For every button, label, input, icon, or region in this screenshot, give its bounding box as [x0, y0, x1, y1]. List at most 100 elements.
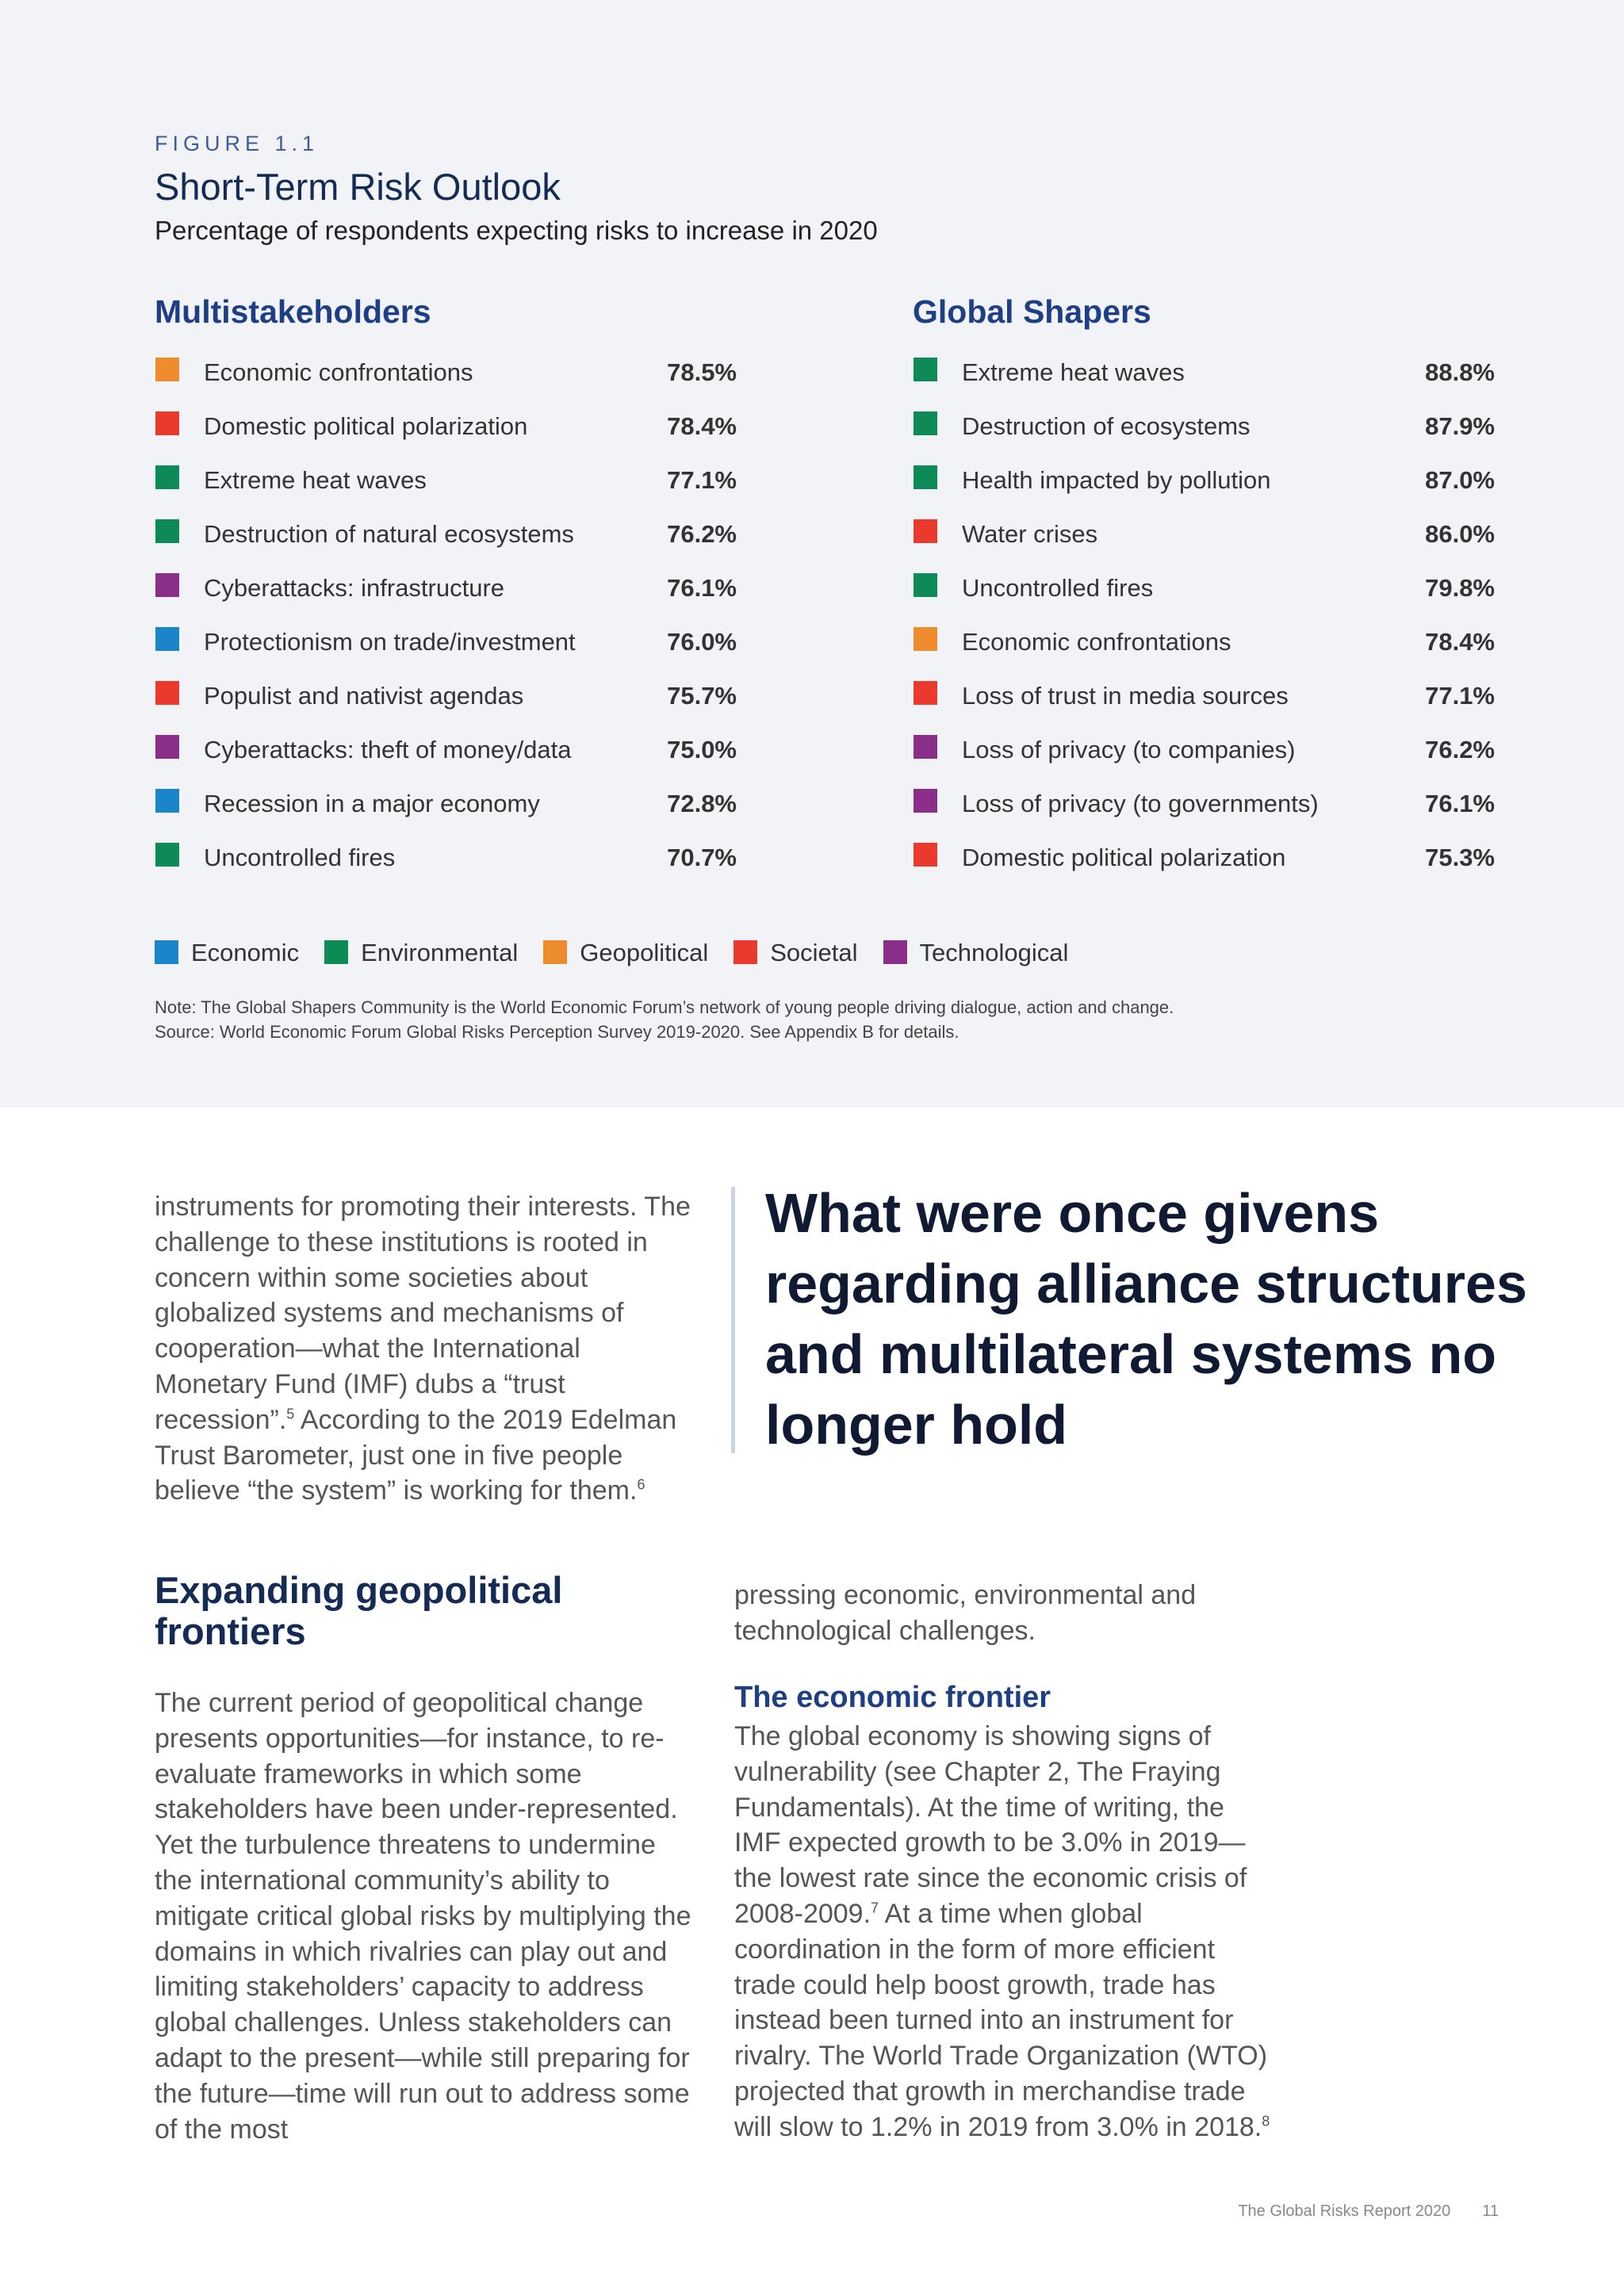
figure-title: Short-Term Risk Outlook: [155, 166, 561, 208]
risk-row: Extreme heat waves 77.1%: [155, 463, 737, 517]
category-swatch: [155, 411, 179, 435]
legend-swatch: [733, 940, 758, 964]
legend-swatch: [155, 940, 178, 964]
category-swatch: [914, 411, 937, 435]
figure-subtitle: Percentage of respondents expecting risk…: [155, 216, 878, 245]
footnote-ref: 6: [637, 1477, 645, 1494]
risk-value: 75.3%: [1425, 844, 1495, 871]
section-heading: Expanding geopolitical frontiers: [155, 1569, 563, 1652]
legend-swatch: [543, 940, 568, 964]
category-swatch: [914, 573, 937, 597]
risk-label: Economic confrontations: [204, 358, 473, 386]
legend-label: Economic: [191, 939, 300, 966]
risk-row: Domestic political polarization 75.3%: [914, 840, 1495, 894]
risk-value: 87.9%: [1425, 412, 1495, 440]
paragraph-text: According to the 2019 Edelman Trust Baro…: [155, 1404, 677, 1506]
risk-row: Health impacted by pollution 87.0%: [914, 463, 1495, 517]
legend-item: Societal: [733, 939, 858, 967]
paragraph-text: At a time when global coordination in th…: [734, 1898, 1268, 2142]
risk-row: Water crises 86.0%: [914, 517, 1495, 571]
figure-note: Note: The Global Shapers Community is th…: [155, 995, 1503, 1044]
risk-label: Domestic political polarization: [204, 412, 528, 440]
page-number: 11: [1482, 2202, 1499, 2220]
paragraph-text: The global economy is showing signs of v…: [734, 1721, 1247, 1929]
risk-label: Water crises: [962, 520, 1098, 548]
risk-label: Extreme heat waves: [962, 358, 1185, 386]
page-footer: The Global Risks Report 2020 11: [1229, 2202, 1499, 2221]
note-text: Note: The Global Shapers Community is th…: [155, 997, 1174, 1017]
body-paragraph-3: pressing economic, environmental and tec…: [734, 1580, 1197, 1646]
risk-label: Extreme heat waves: [204, 466, 427, 494]
risk-value: 77.1%: [1425, 682, 1495, 710]
category-swatch: [155, 465, 179, 489]
risk-label: Uncontrolled fires: [204, 844, 396, 871]
footnote-ref: 7: [871, 1900, 879, 1916]
risk-row: Domestic political polarization 78.4%: [155, 409, 737, 463]
category-swatch: [155, 789, 179, 813]
global-shapers-heading: Global Shapers: [913, 293, 1151, 330]
risk-row: Loss of trust in media sources 77.1%: [914, 679, 1495, 733]
footnote-ref: 8: [1262, 2113, 1270, 2130]
risk-value: 88.8%: [1425, 358, 1495, 386]
risk-label: Recession in a major economy: [204, 790, 540, 817]
risk-row: Economic confrontations 78.5%: [155, 355, 737, 409]
risk-label: Protectionism on trade/investment: [204, 628, 576, 656]
pull-quote-rule: [731, 1187, 735, 1453]
paragraph-text: instruments for promoting their interest…: [155, 1192, 691, 1435]
risk-label: Cyberattacks: theft of money/data: [204, 736, 572, 763]
risk-value: 76.2%: [667, 520, 737, 548]
global-shapers-risk-list: Extreme heat waves 88.8% Destruction of ec…: [914, 355, 1495, 894]
category-swatch: [155, 735, 179, 759]
legend-label: Societal: [770, 939, 858, 966]
category-swatch: [155, 627, 179, 651]
risk-row: Destruction of natural ecosystems 76.2%: [155, 517, 737, 571]
risk-row: Uncontrolled fires 79.8%: [914, 571, 1495, 625]
risk-value: 75.7%: [667, 682, 737, 710]
risk-label: Populist and nativist agendas: [204, 682, 524, 710]
legend-item: Economic: [155, 939, 299, 967]
risk-label: Cyberattacks: infrastructure: [204, 574, 505, 602]
category-swatch: [155, 681, 179, 705]
category-swatch: [155, 519, 179, 543]
risk-label: Economic confrontations: [962, 628, 1231, 656]
risk-value: 78.5%: [667, 358, 737, 386]
figure-panel: [0, 0, 1624, 1108]
risk-row: Cyberattacks: theft of money/data 75.0%: [155, 733, 737, 786]
category-swatch: [914, 735, 937, 759]
risk-label: Uncontrolled fires: [962, 574, 1154, 602]
source-text: Source: World Economic Forum Global Risk…: [155, 1022, 959, 1042]
category-swatch: [155, 843, 179, 867]
body-paragraph-4: The global economy is showing signs of v…: [734, 1719, 1274, 2145]
category-swatch: [914, 843, 937, 867]
risk-label: Loss of privacy (to companies): [962, 736, 1296, 763]
risk-row: Extreme heat waves 88.8%: [914, 355, 1495, 409]
category-swatch: [155, 573, 179, 597]
risk-value: 87.0%: [1425, 466, 1495, 494]
risk-label: Loss of privacy (to governments): [962, 790, 1319, 817]
report-name: The Global Risks Report 2020: [1238, 2202, 1451, 2220]
legend-item: Geopolitical: [543, 939, 708, 967]
figure-label: FIGURE 1.1: [155, 132, 320, 155]
risk-value: 76.2%: [1425, 736, 1495, 763]
risk-row: Cyberattacks: infrastructure 76.1%: [155, 571, 737, 625]
risk-value: 76.1%: [1425, 790, 1495, 817]
risk-value: 77.1%: [667, 466, 737, 494]
risk-value: 70.7%: [667, 844, 737, 871]
legend-label: Technological: [919, 939, 1069, 966]
risk-value: 86.0%: [1425, 520, 1495, 548]
multistakeholders-heading: Multistakeholders: [155, 293, 431, 330]
legend-label: Geopolitical: [580, 939, 709, 966]
risk-row: Protectionism on trade/investment 76.0%: [155, 625, 737, 679]
category-swatch: [914, 519, 937, 543]
category-swatch: [914, 789, 937, 813]
legend-item: Technological: [883, 939, 1069, 967]
risk-row: Loss of privacy (to companies) 76.2%: [914, 733, 1495, 786]
category-swatch: [155, 358, 179, 381]
risk-label: Destruction of ecosystems: [962, 412, 1251, 440]
category-swatch: [914, 627, 937, 651]
multistakeholders-risk-list: Economic confrontations 78.5% Domestic pol…: [155, 355, 737, 894]
category-swatch: [914, 465, 937, 489]
risk-value: 78.4%: [667, 412, 737, 440]
risk-label: Loss of trust in media sources: [962, 682, 1289, 710]
risk-value: 75.0%: [667, 736, 737, 763]
